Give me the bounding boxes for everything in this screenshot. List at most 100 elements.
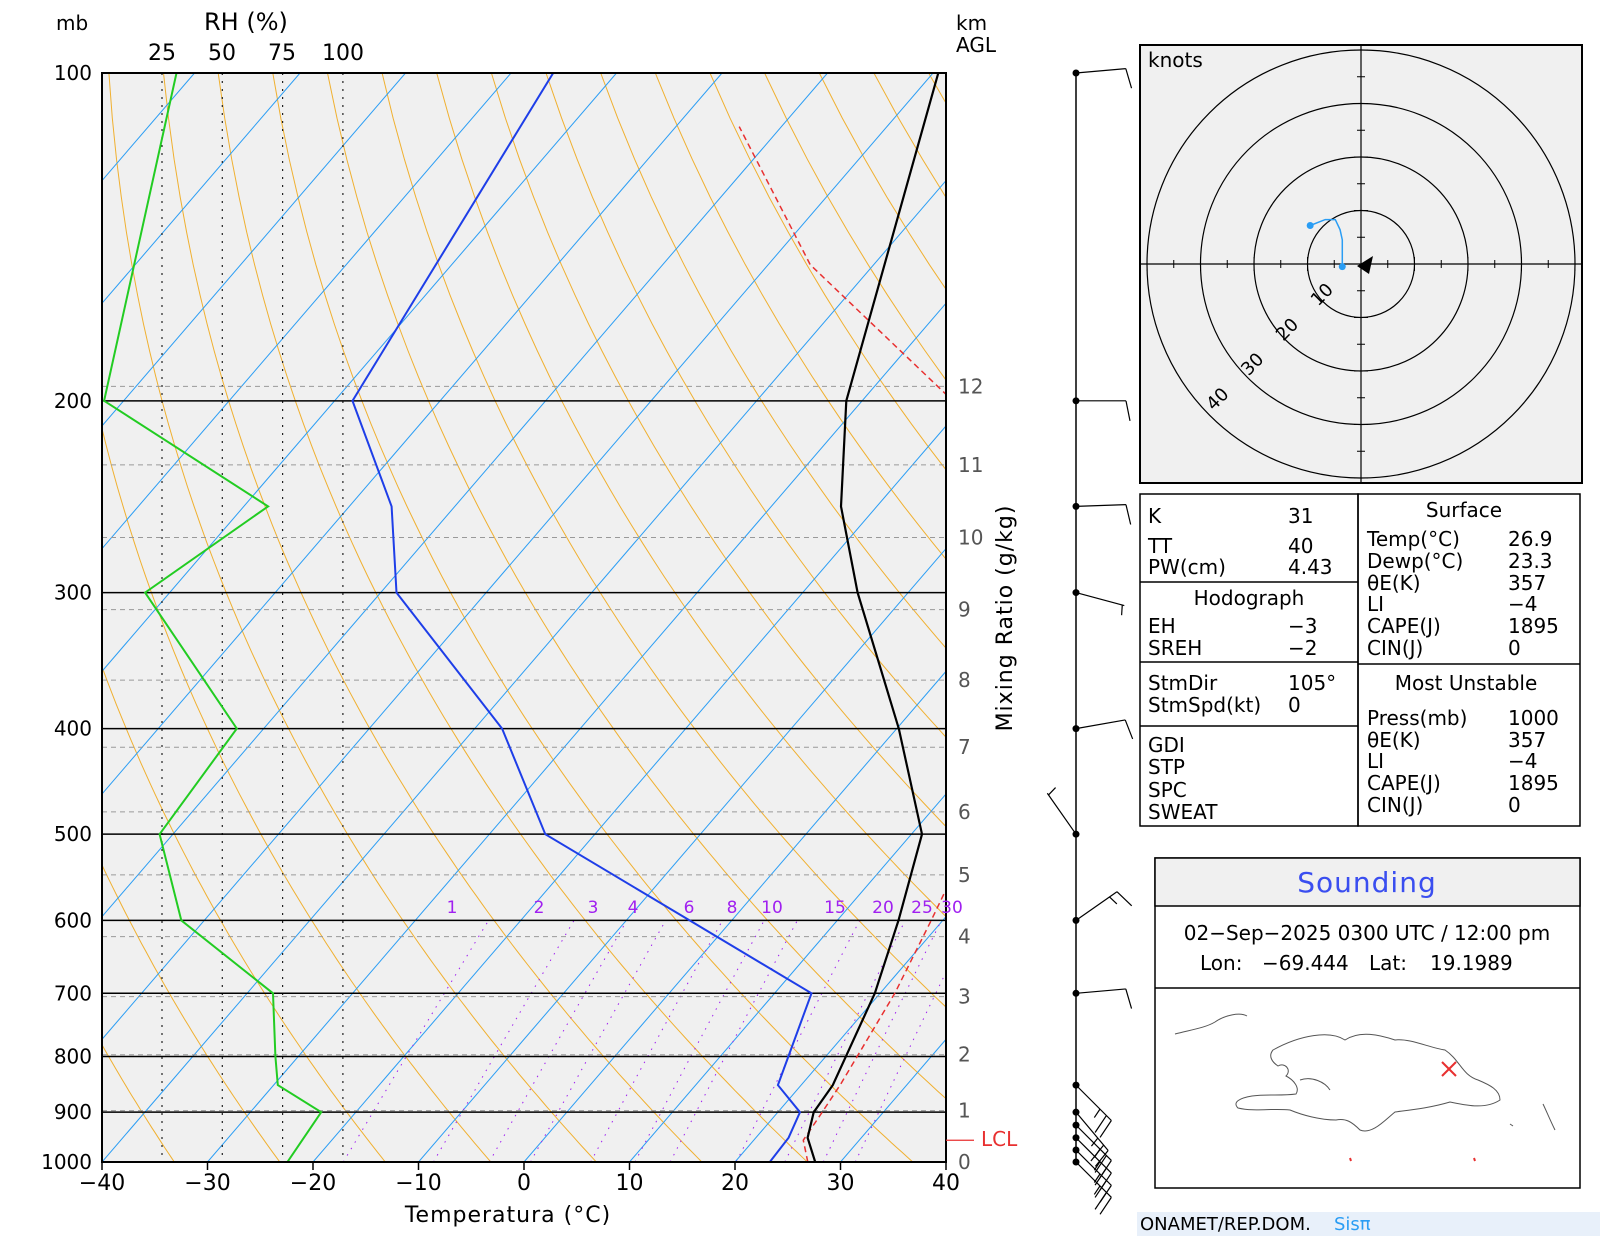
cuba-tip [1174, 1013, 1248, 1035]
isotherm-line [102, 73, 617, 673]
x-tick-label: −20 [290, 1171, 336, 1196]
dry-adiabat-line [600, 73, 946, 649]
wind-barb-half-feather [1109, 896, 1118, 905]
surface-name-temp: Temp(°C) [1366, 527, 1460, 551]
x-tick-label: −10 [395, 1171, 441, 1196]
island-map [1174, 1013, 1556, 1132]
lon-label: Lon: [1200, 951, 1242, 975]
indices-table: K 31 TT 40 PW(cm) 4.43 Hodograph EH −3 S… [1139, 493, 1581, 827]
pressure-tick-label: 200 [54, 389, 92, 413]
wind-barb-feather [1099, 1197, 1112, 1215]
x-tick-label: 20 [721, 1171, 749, 1196]
dry-adiabat-line [102, 426, 492, 1162]
pressure-tick-label: 800 [54, 1044, 92, 1068]
wind-barb-staff [1075, 719, 1126, 730]
isotherm-line [102, 73, 512, 550]
mu-value-cape: 1895 [1508, 771, 1559, 795]
rh-label: RH (%) [204, 8, 288, 36]
wind-barb-feather [1094, 1150, 1109, 1167]
sounding-datetime: 02−Sep−2025 0300 UTC / 12:00 pm [1184, 921, 1550, 945]
height-tick-label: 2 [958, 1043, 971, 1067]
wind-barb-half-feather [1093, 1161, 1101, 1171]
footer-product: Sisπ [1334, 1214, 1371, 1235]
dry-adiabat-line [545, 73, 946, 738]
x-tick-label: 30 [827, 1171, 855, 1196]
height-tick-label: 5 [958, 863, 971, 887]
x-axis-title: Temperatura (°C) [404, 1203, 611, 1228]
index-name-sweat: SWEAT [1148, 800, 1218, 824]
mu-name-press: Press(mb) [1367, 706, 1467, 730]
mixing-ratio-tick-label: 6 [684, 898, 695, 918]
wind-barb-half-feather [1093, 1173, 1101, 1183]
lat-value: 19.1989 [1430, 951, 1513, 975]
index-value-k: 31 [1288, 504, 1313, 528]
isotherm-line [102, 73, 934, 1041]
index-name-k: K [1148, 504, 1162, 528]
location-marker [1441, 1061, 1457, 1077]
wind-barb-staff [1075, 988, 1126, 994]
dry-adiabat-line [102, 1043, 175, 1162]
mu-name-cin: CIN(J) [1367, 793, 1423, 817]
island-small [1509, 1123, 1514, 1127]
mixing-ratio-tick-label: 30 [941, 898, 963, 918]
surface-name-cape: CAPE(J) [1367, 614, 1441, 638]
isotherm-line [418, 547, 946, 1162]
index-name-stmspd: StmSpd(kt) [1148, 693, 1261, 717]
hodograph-units-label: knots [1148, 48, 1203, 72]
surface-name-dewp: Dewp(°C) [1367, 549, 1463, 573]
pressure-tick-label: 300 [54, 581, 92, 605]
isotherm-line [102, 73, 723, 795]
mu-name-cape: CAPE(J) [1367, 771, 1441, 795]
dry-adiabat-line [217, 73, 809, 1162]
mu-name-li: LI [1367, 749, 1384, 773]
wind-barb-staff [1075, 1161, 1112, 1198]
wind-barb-feather [1099, 1185, 1112, 1203]
footer-agency: ONAMET/REP.DOM. [1140, 1214, 1311, 1235]
surface-value-li: −4 [1508, 592, 1537, 616]
wind-barb-half-feather [1093, 1108, 1101, 1118]
lat-label: Lat: [1369, 951, 1407, 975]
wind-barb-feather [1094, 1155, 1107, 1173]
mixing-ratio-tick-label: 25 [911, 898, 933, 918]
surface-value-cape: 1895 [1508, 614, 1559, 638]
rh-tick-75: 75 [268, 41, 296, 66]
wind-barb-feather [1099, 1160, 1112, 1178]
map-dot [1349, 1157, 1352, 1162]
pressure-tick-label: 600 [54, 908, 92, 932]
hodograph-trace [1309, 218, 1344, 267]
x-tick-label: 10 [616, 1171, 644, 1196]
surface-value-cin: 0 [1508, 636, 1521, 660]
mb-label: mb [56, 11, 88, 35]
plot-background [102, 73, 946, 1162]
wind-barb-feather [1099, 1120, 1112, 1138]
height-tick-label: 1 [958, 1099, 971, 1123]
height-tick-label: 12 [958, 374, 983, 398]
mu-name-thetae: θE(K) [1367, 728, 1421, 752]
pressure-tick-label: 700 [54, 981, 92, 1005]
sounding-box-frame [1154, 857, 1581, 1189]
hodograph-rings [1140, 45, 1582, 483]
height-tick-label: 4 [958, 925, 971, 949]
hispaniola-outline [1235, 1033, 1501, 1132]
hodograph-start-dot [1338, 263, 1346, 271]
pressure-tick-label: 500 [54, 822, 92, 846]
isotherm-line [523, 670, 946, 1162]
parcel-path-line [738, 126, 946, 1162]
pressure-tick-label: 400 [54, 717, 92, 741]
sounding-info-box: Sounding 02−Sep−2025 0300 UTC / 12:00 pm… [1154, 857, 1581, 1189]
height-tick-label: 8 [958, 668, 971, 692]
x-tick-label: −40 [79, 1171, 125, 1196]
footer-band [1137, 1212, 1600, 1236]
dry-adiabat-line [162, 73, 703, 1162]
dry-adiabat-line [654, 73, 946, 560]
index-value-tt: 40 [1288, 534, 1313, 558]
index-name-pw: PW(cm) [1148, 555, 1226, 579]
surface-value-thetae: 357 [1508, 571, 1546, 595]
rh-tick-100: 100 [322, 41, 364, 66]
index-value-sreh: −2 [1288, 636, 1317, 660]
wind-barbs-column [1046, 68, 1134, 1215]
dry-adiabat-line [102, 863, 281, 1162]
mu-section-title: Most Unstable [1395, 671, 1538, 695]
wind-barb-staff [1075, 68, 1126, 74]
